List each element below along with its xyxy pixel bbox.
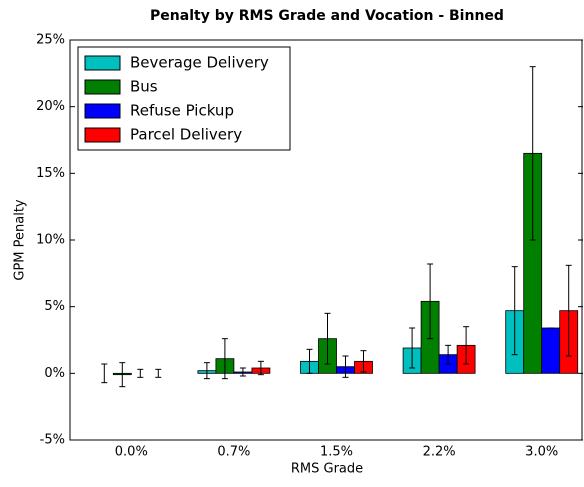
- chart-title: Penalty by RMS Grade and Vocation - Binn…: [150, 8, 504, 24]
- x-tick-label: 0.7%: [217, 445, 250, 460]
- x-tick-label: 3.0%: [525, 445, 558, 460]
- y-tick-label: 0%: [44, 366, 65, 381]
- legend-label: Parcel Delivery: [130, 126, 242, 144]
- y-tick-label: 25%: [36, 33, 65, 48]
- y-tick-label: 15%: [36, 166, 65, 181]
- y-axis-label: GPM Penalty: [13, 199, 28, 281]
- x-tick-label: 2.2%: [423, 445, 456, 460]
- bar: [541, 327, 561, 374]
- plot-frame: [69, 39, 583, 441]
- legend-label: Bus: [130, 78, 158, 96]
- legend-swatch: [84, 127, 121, 143]
- legend-swatch: [84, 103, 121, 119]
- y-tick-label: 20%: [36, 99, 65, 114]
- legend-swatch: [84, 79, 121, 95]
- y-tick-label: 10%: [36, 233, 65, 248]
- legend-label: Beverage Delivery: [130, 54, 269, 72]
- x-axis-label: RMS Grade: [291, 462, 363, 477]
- y-tick-label: -5%: [40, 433, 65, 448]
- legend-swatch: [84, 55, 121, 71]
- legend-label: Refuse Pickup: [130, 102, 234, 120]
- y-tick-label: 5%: [44, 299, 65, 314]
- x-tick-label: 0.0%: [115, 445, 148, 460]
- x-tick-label: 1.5%: [320, 445, 353, 460]
